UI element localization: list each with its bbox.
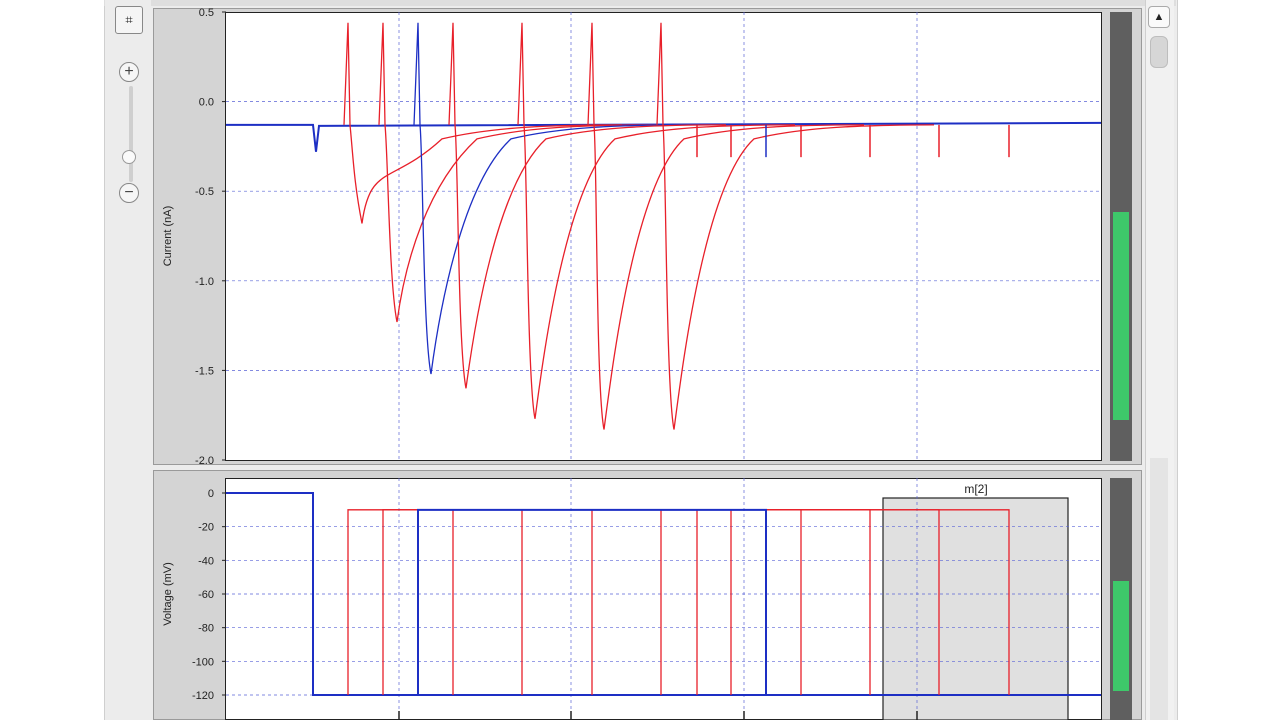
zoom-slider-knob[interactable]: [122, 150, 136, 164]
zoom-out-icon[interactable]: −: [119, 183, 139, 203]
window-top-edge: [104, 0, 1176, 6]
selection-tool-icon[interactable]: ⌗: [115, 6, 143, 34]
scroll-up-icon[interactable]: ▲: [1148, 6, 1170, 28]
voltage-axis-label: Voltage (mV): [162, 562, 174, 626]
voltage-level-meter: [1110, 478, 1132, 720]
zoom-slider-track[interactable]: [129, 86, 133, 182]
voltage-meter-fill: [1113, 581, 1129, 691]
current-plot-area[interactable]: [225, 12, 1102, 461]
scroll-track-lower[interactable]: [1150, 458, 1168, 720]
current-meter-fill: [1113, 212, 1129, 420]
current-axis-label: Current (nA): [162, 205, 174, 267]
scroll-thumb[interactable]: [1150, 36, 1168, 68]
voltage-plot-area[interactable]: [225, 478, 1102, 720]
current-level-meter: [1110, 12, 1132, 461]
left-toolbar: [105, 0, 151, 720]
zoom-in-icon[interactable]: +: [119, 62, 139, 82]
